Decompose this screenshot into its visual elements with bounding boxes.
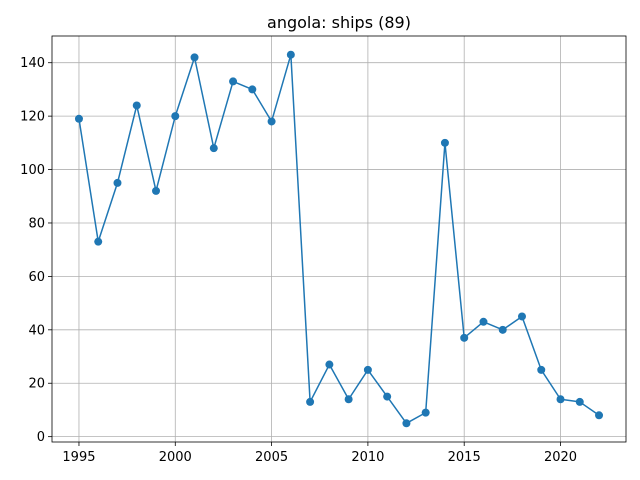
data-point [113,178,122,187]
y-tick-label: 100 [20,163,45,178]
y-tick-label: 60 [28,270,45,285]
x-tick-label: 2000 [159,450,192,465]
data-point [517,312,526,321]
data-point [248,85,257,94]
data-point [402,419,411,428]
data-point [421,408,430,417]
data-point [383,392,392,401]
data-line [78,53,600,425]
data-point [267,117,276,126]
data-point [229,77,238,86]
axes [51,35,627,443]
data-point [498,325,507,334]
data-point [575,397,584,406]
y-tick-label: 20 [28,377,45,392]
y-tick-label: 140 [20,56,45,71]
data-point [556,395,565,404]
y-tick-label: 120 [20,110,45,125]
y-tick-label: 80 [28,216,45,231]
data-point [537,365,546,374]
series-line [74,50,604,428]
data-point [74,114,83,123]
x-tick-label: 2005 [255,450,288,465]
data-point [344,395,353,404]
x-tick-label: 2015 [448,450,481,465]
grid [52,36,626,442]
data-point [132,101,141,110]
x-tick-label: 2020 [544,450,577,465]
plot-frame [51,35,627,443]
data-point [325,360,334,369]
y-tick-label: 0 [37,430,45,445]
data-point [171,112,180,121]
data-point [479,317,488,326]
data-point [152,186,161,195]
ticks: 1995 2000 2005 2010 2015 2020 0 20 40 60 80 100 120 1… [20,56,577,465]
data-point [306,397,315,406]
x-tick-label: 2010 [351,450,384,465]
data-point [209,144,218,153]
data-point [460,333,469,342]
data-point [94,237,103,246]
data-point [440,138,449,147]
data-point [286,50,295,59]
data-point [595,411,604,420]
data-point [190,53,199,62]
x-tick-label: 1995 [62,450,95,465]
y-tick-label: 40 [28,323,45,338]
data-point [363,365,372,374]
chart-title: angola: ships (89) [267,13,411,32]
